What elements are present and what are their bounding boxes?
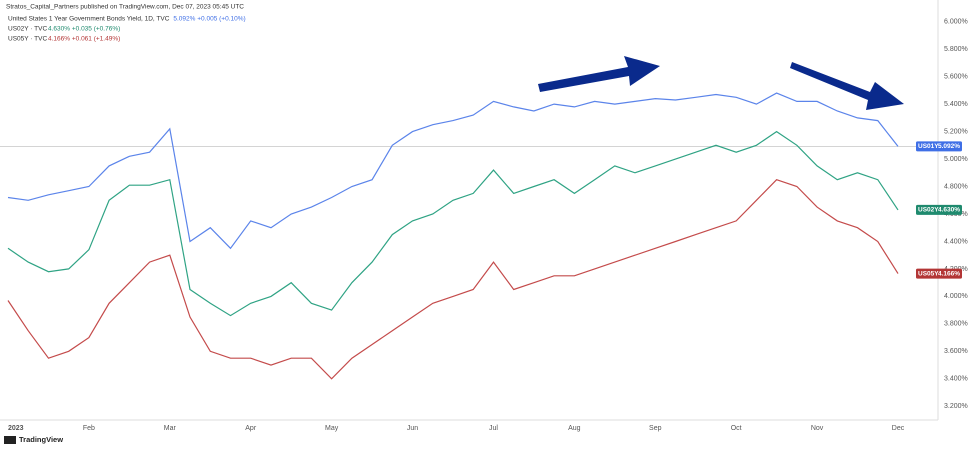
x-tick-label: Feb bbox=[83, 425, 95, 432]
tag-value: 5.092% bbox=[938, 143, 960, 150]
y-tick-label: 4.400% bbox=[944, 238, 968, 245]
header: Stratos_Capital_Partners published on Tr… bbox=[6, 4, 244, 11]
y-tick-label: 5.600% bbox=[944, 74, 968, 81]
tag-name: US02Y bbox=[918, 207, 939, 214]
x-tick-label: Oct bbox=[731, 425, 742, 432]
y-tick-label: 5.200% bbox=[944, 128, 968, 135]
chart-title: United States 1 Year Government Bonds Yi… bbox=[8, 16, 170, 23]
x-tick-label: Nov bbox=[811, 425, 824, 432]
last-value-tag bbox=[916, 268, 962, 279]
y-tick-label: 5.400% bbox=[944, 101, 968, 108]
y-tick-label: 4.800% bbox=[944, 183, 968, 190]
tag-value: 4.630% bbox=[938, 207, 960, 214]
legend-quote: 4.166% +0.061 (+1.49%) bbox=[48, 36, 120, 43]
last-value-tag bbox=[916, 141, 962, 152]
title-quote: 5.092% +0.005 (+0.10%) bbox=[173, 16, 245, 23]
tag-value: 4.166% bbox=[938, 270, 960, 277]
footer-logo: TradingView bbox=[19, 435, 63, 444]
y-tick-label: 5.000% bbox=[944, 156, 968, 163]
x-tick-label: Dec bbox=[892, 425, 905, 432]
y-tick-label: 3.800% bbox=[944, 321, 968, 328]
x-tick-label: 2023 bbox=[8, 425, 24, 432]
x-tick-label: May bbox=[325, 425, 339, 432]
tag-name: US01Y bbox=[918, 143, 939, 150]
logo-icon bbox=[4, 436, 16, 444]
x-tick-label: Mar bbox=[164, 425, 177, 432]
y-tick-label: 6.000% bbox=[944, 19, 968, 26]
y-tick-label: 4.000% bbox=[944, 293, 968, 300]
x-tick-label: Apr bbox=[245, 425, 257, 432]
x-tick-label: Jun bbox=[407, 425, 418, 432]
y-tick-label: 3.600% bbox=[944, 348, 968, 355]
series-line bbox=[7, 179, 899, 380]
arrow-annotation bbox=[790, 62, 904, 110]
y-tick-label: 3.400% bbox=[944, 376, 968, 383]
tag-name: US05Y bbox=[918, 270, 939, 277]
series-line bbox=[7, 92, 899, 250]
legend-name: US05Y · TVC bbox=[8, 36, 47, 43]
legend-name: US02Y · TVC bbox=[8, 26, 47, 33]
y-tick-label: 3.200% bbox=[944, 403, 968, 410]
y-tick-label: 5.800% bbox=[944, 46, 968, 53]
last-value-tag bbox=[916, 204, 962, 215]
series-line bbox=[7, 130, 899, 317]
arrow-annotation bbox=[538, 56, 660, 92]
legend-quote: 4.630% +0.035 (+0.76%) bbox=[48, 26, 120, 33]
x-tick-label: Sep bbox=[649, 425, 662, 432]
x-tick-label: Jul bbox=[489, 425, 498, 432]
x-tick-label: Aug bbox=[568, 425, 581, 432]
